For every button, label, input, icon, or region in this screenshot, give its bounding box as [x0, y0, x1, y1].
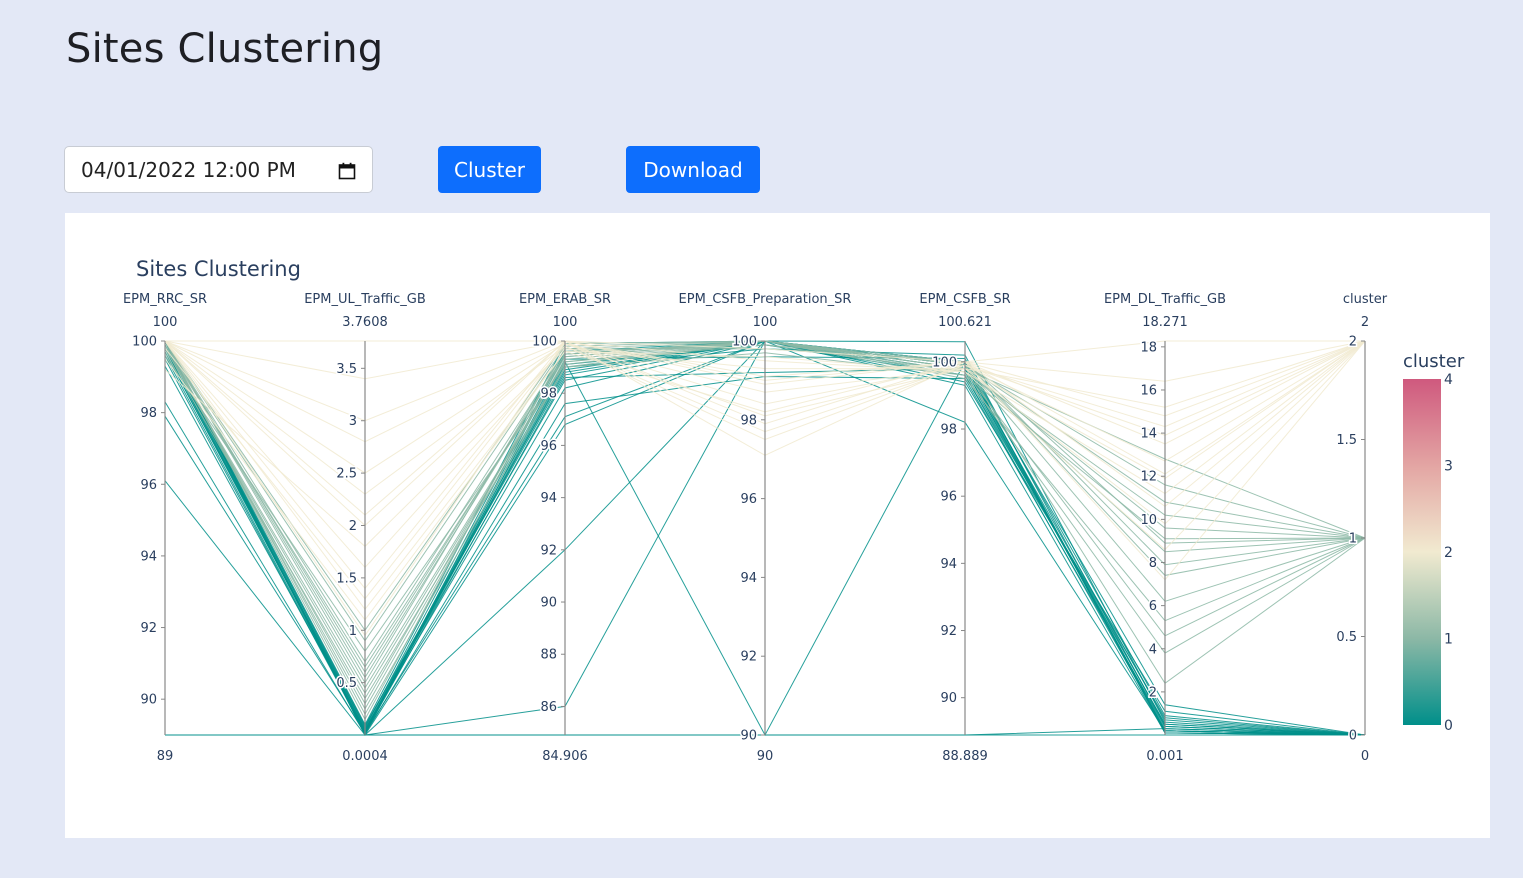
axis-tick-label: 1.5 [336, 571, 357, 586]
axis-min-label: 0.001 [1146, 749, 1183, 764]
axis-max-label: 100 [153, 315, 178, 330]
axis-EPM_UL_Traffic_GB[interactable]: EPM_UL_Traffic_GB 3.7608 0.0004 0.5 1 1.5 2 2.5… [304, 292, 426, 764]
axis-tick-label: 100 [132, 335, 157, 350]
calendar-icon[interactable] [338, 161, 356, 179]
axis-tick-label: 90 [140, 693, 157, 708]
axis-tick-label: 94 [540, 491, 557, 506]
axis-tick-label: 1 [349, 624, 357, 639]
axis-tick-label: 0.5 [1336, 630, 1357, 645]
parallel-coordinates-chart: Sites Clustering EPM_RRC_SR1008990929496… [123, 257, 1465, 764]
colorbar-title: cluster [1403, 351, 1465, 372]
axis-tick-label: 98 [540, 387, 557, 402]
axis-tick-label: 94 [740, 571, 757, 586]
axis-tick-label: 90 [540, 596, 557, 611]
axis-tick-label: 92 [540, 543, 557, 558]
axis-tick-label: 90 [740, 729, 757, 744]
axis-min-label: 0.0004 [342, 749, 388, 764]
axis-tick-label: 8 [1149, 556, 1157, 571]
axis-tick-label: 12 [1140, 470, 1157, 485]
axes: EPM_RRC_SR100899092949698100EPM_UL_Traff… [123, 292, 1388, 764]
axis-max-label: 100 [753, 315, 778, 330]
axis-tick-label: 2 [1349, 335, 1357, 350]
chart-panel: Sites Clustering EPM_RRC_SR 100 89 90 92 94 96… [65, 213, 1490, 838]
axis-min-label: 84.906 [542, 749, 588, 764]
colorbar-tick-label: 2 [1444, 545, 1453, 561]
axis-min-label: 0 [1361, 749, 1369, 764]
axis-tick-label: 98 [940, 423, 957, 438]
axis-label: EPM_RRC_SR [123, 292, 207, 307]
axis-tick-label: 88 [540, 648, 557, 663]
axis-max-label: 100.621 [938, 315, 992, 330]
axis-tick-label: 96 [540, 439, 557, 454]
axis-tick-label: 92 [940, 624, 957, 639]
axis-tick-label: 86 [540, 700, 557, 715]
axis-min-label: 90 [757, 749, 774, 764]
axis-tick-label: 16 [1140, 383, 1157, 398]
axis-tick-label: 92 [140, 621, 157, 636]
axis-EPM_DL_Traffic_GB[interactable]: EPM_DL_Traffic_GB 18.271 0.001 2 4 6 8 10 12 14 16… [1104, 292, 1226, 764]
axis-tick-label: 0 [1349, 729, 1357, 744]
axis-tick-label: 3 [349, 414, 357, 429]
axis-tick-label: 1 [1349, 532, 1357, 547]
axis-tick-label: 96 [940, 490, 957, 505]
axis-EPM_ERAB_SR[interactable]: EPM_ERAB_SR 100 84.906 86 88 90 92 94 96 98 100 [519, 292, 611, 764]
axis-tick-label: 2.5 [336, 467, 357, 482]
axis-cluster[interactable]: cluster 2 00 0.5 1 1.5 2 [1335, 292, 1388, 764]
axis-tick-label: 94 [140, 549, 157, 564]
axis-max-label: 100 [553, 315, 578, 330]
axis-tick-label: 0.5 [336, 676, 357, 691]
axis-tick-label: 98 [140, 406, 157, 421]
page-title: Sites Clustering [66, 26, 384, 72]
cluster-button[interactable]: Cluster [438, 146, 541, 193]
colorbar: cluster 0 1 2 3 4 [1403, 351, 1465, 734]
chart-title: Sites Clustering [136, 257, 301, 281]
axis-tick-label: 2 [349, 519, 357, 534]
axis-tick-label: 94 [940, 557, 957, 572]
axis-tick-label: 3.5 [336, 362, 357, 377]
axis-tick-label: 10 [1140, 513, 1157, 528]
colorbar-gradient [1403, 379, 1441, 725]
axis-EPM_CSFB_SR[interactable]: EPM_CSFB_SR 100.621 88.889 90 92 94 96 98 100 [919, 292, 1010, 764]
colorbar-tick-label: 3 [1444, 459, 1453, 475]
axis-tick-label: 18 [1140, 340, 1157, 355]
date-time-input[interactable]: 04/01/2022 12:00 PM [64, 146, 373, 193]
axis-label: EPM_DL_Traffic_GB [1104, 292, 1226, 307]
axis-label: EPM_CSFB_Preparation_SR [679, 292, 852, 307]
axis-tick-label: 6 [1149, 599, 1157, 614]
colorbar-tick-label: 1 [1444, 632, 1453, 648]
axis-tick-label: 100 [732, 335, 757, 350]
axis-label: EPM_CSFB_SR [919, 292, 1010, 307]
axis-tick-label: 14 [1140, 427, 1157, 442]
colorbar-tick-label: 4 [1444, 372, 1453, 388]
date-time-value: 04/01/2022 12:00 PM [81, 157, 296, 182]
colorbar-tick-label: 0 [1444, 718, 1453, 734]
axis-EPM_RRC_SR[interactable]: EPM_RRC_SR 100 89 90 92 94 96 98 100 [123, 292, 207, 764]
axis-tick-label: 100 [532, 335, 557, 350]
axis-tick-label: 90 [940, 691, 957, 706]
axis-tick-label: 92 [740, 650, 757, 665]
axis-max-label: 18.271 [1142, 315, 1188, 330]
axis-max-label: 3.7608 [342, 315, 388, 330]
axis-tick-label: 96 [140, 478, 157, 493]
axis-max-label: 2 [1361, 315, 1369, 330]
axis-min-label: 88.889 [942, 749, 988, 764]
axis-min-label: 89 [157, 749, 174, 764]
axis-tick-label: 2 [1149, 685, 1157, 700]
axis-tick-label: 4 [1149, 642, 1157, 657]
axis-label: cluster [1343, 292, 1388, 307]
axis-tick-label: 100 [932, 355, 957, 370]
axis-tick-label: 98 [740, 413, 757, 428]
axis-label: EPM_ERAB_SR [519, 292, 611, 307]
axis-tick-label: 1.5 [1336, 433, 1357, 448]
axis-label: EPM_UL_Traffic_GB [304, 292, 426, 307]
download-button[interactable]: Download [626, 146, 760, 193]
axis-tick-label: 96 [740, 492, 757, 507]
